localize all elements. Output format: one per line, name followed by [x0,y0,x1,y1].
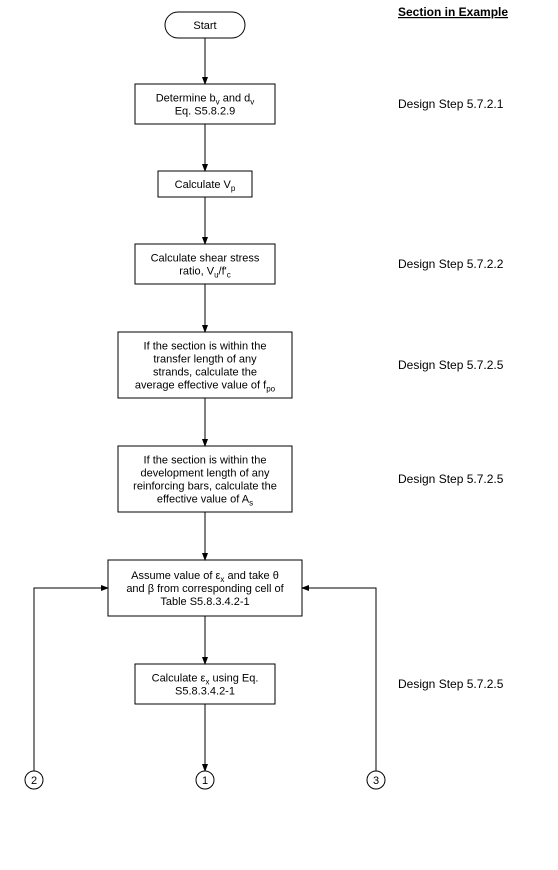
process-n7-line1: S5.8.3.4.2-1 [175,686,235,698]
process-n4-line3: average effective value of fpo [135,380,276,394]
process-n6-line1: and β from corresponding cell of [126,583,284,595]
process-n6-line2: Table S5.8.3.4.2-1 [160,596,249,608]
start-label: Start [193,20,216,32]
process-n6-line0: Assume value of εx and take θ [131,570,279,584]
header-label: Section in Example [398,5,508,19]
step-label-n3: Design Step 5.7.2.2 [398,257,504,271]
process-n7-line0: Calculate εx using Eq. [152,673,259,687]
connector-1-label: 1 [202,775,208,787]
edge-c3-n6 [302,588,376,771]
step-label-n1: Design Step 5.7.2.1 [398,97,504,111]
step-label-n7: Design Step 5.7.2.5 [398,677,504,691]
connector-2-label: 2 [31,775,37,787]
process-n2-line0: Calculate Vp [175,179,236,193]
process-n3-line1: ratio, Vu/f'c [179,266,231,280]
step-label-n5: Design Step 5.7.2.5 [398,472,504,486]
process-n1-line0: Determine bv and dv [156,93,255,107]
process-n3-line0: Calculate shear stress [151,253,260,265]
flowchart: Section in Example Start Determine bv and … [0,0,558,870]
process-n5-line0: If the section is within the [144,455,267,467]
process-n4-line1: transfer length of any [153,354,257,366]
process-n4-line0: If the section is within the [144,341,267,353]
process-n5-line2: reinforcing bars, calculate the [133,481,277,493]
connector-3-label: 3 [373,775,379,787]
edge-c2-n6 [34,588,108,771]
process-n5-line1: development length of any [140,468,270,480]
process-n1-line1: Eq. S5.8.2.9 [175,106,236,118]
step-label-n4: Design Step 5.7.2.5 [398,358,504,372]
process-n5-line3: effective value of As [157,494,253,508]
process-n4-line2: strands, calculate the [153,367,257,379]
